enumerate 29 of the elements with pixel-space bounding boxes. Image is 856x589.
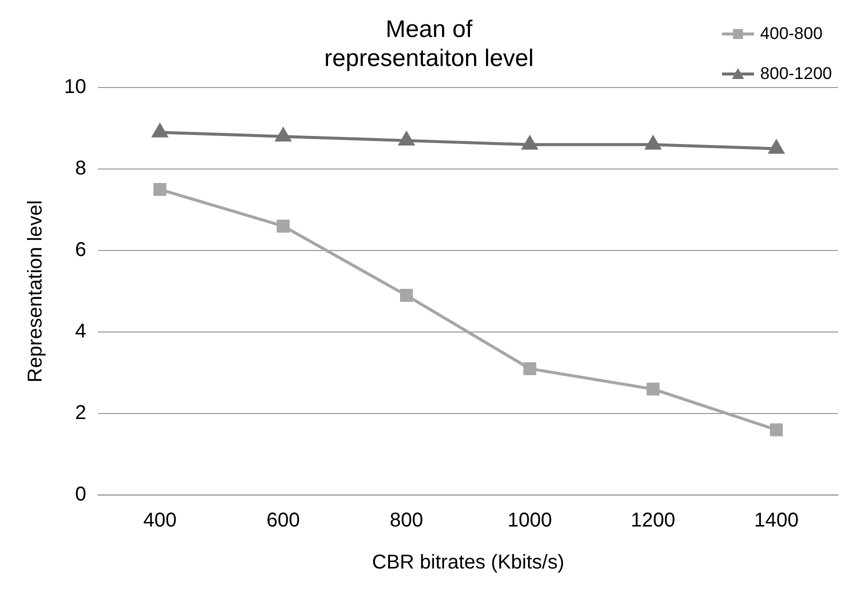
x-tick-label: 400 (143, 510, 177, 532)
legend-label: 800-1200 (760, 64, 832, 84)
y-tick-label: 2 (75, 402, 86, 424)
point (276, 128, 291, 142)
y-tick-label: 0 (75, 484, 86, 506)
y-tick-label: 6 (75, 239, 86, 262)
chart-title: Mean of representaiton level (324, 16, 534, 72)
x-axis-title: CBR bitrates (Kbits/s) (372, 552, 564, 574)
point (646, 136, 661, 150)
point (400, 288, 413, 302)
y-tick-label: 8 (75, 158, 86, 180)
point (523, 362, 536, 376)
x-tick-label: 800 (390, 510, 424, 532)
point (276, 220, 290, 233)
point (646, 382, 660, 396)
x-tick-label: 1000 (508, 510, 552, 532)
y-tick-label: 10 (64, 76, 86, 98)
legend-label: 400-800 (760, 24, 823, 44)
x-tick-label: 600 (266, 510, 300, 532)
x-tick-label: 1400 (754, 510, 799, 532)
point (152, 124, 168, 138)
y-tick-label: 4 (75, 320, 86, 343)
y-axis-title: Representation level (24, 200, 47, 382)
point (522, 136, 538, 150)
x-tick-label: 1200 (630, 510, 676, 532)
point (153, 183, 166, 196)
point (770, 423, 783, 436)
point (768, 140, 784, 154)
point (398, 132, 414, 146)
